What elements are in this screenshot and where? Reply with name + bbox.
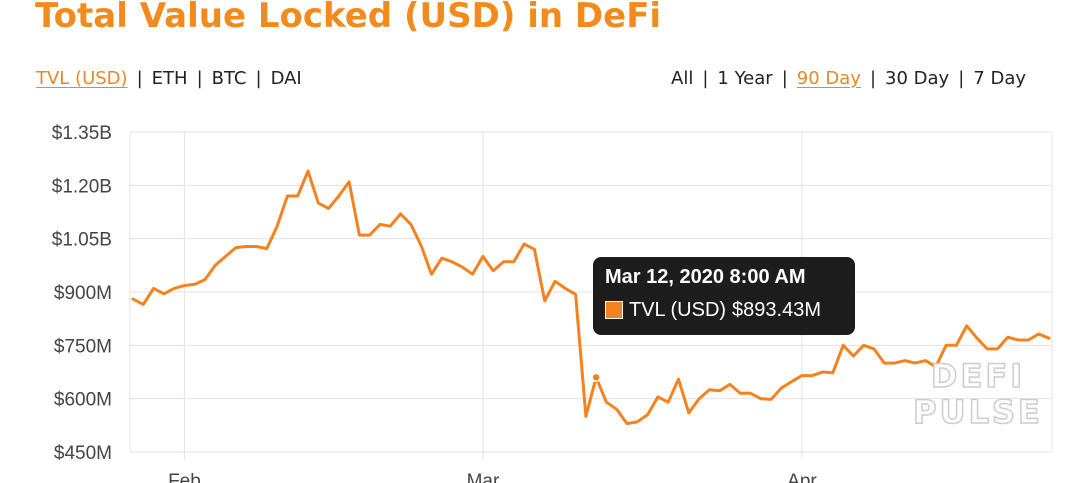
page-title: Total Value Locked (USD) in DeFi bbox=[35, 0, 662, 36]
series-line-tvl-usd bbox=[131, 169, 1051, 426]
range-7-day-link[interactable]: 7 Day bbox=[973, 68, 1026, 89]
metric-eth-link[interactable]: ETH bbox=[151, 68, 188, 89]
range-selector: All | 1 Year | 90 Day | 30 Day | 7 Day bbox=[671, 66, 1026, 92]
series-layer bbox=[131, 169, 1051, 426]
tooltip-series-label: TVL (USD) bbox=[629, 299, 727, 321]
y-tick-label: $450M bbox=[54, 443, 112, 464]
metric-dai-link[interactable]: DAI bbox=[270, 68, 302, 89]
series-swatch-icon bbox=[605, 301, 623, 319]
y-tick-label: $600M bbox=[54, 390, 112, 411]
y-tick-label: $1.20B bbox=[52, 176, 112, 197]
chart-tooltip: Mar 12, 2020 8:00 AM TVL (USD) $893.43M bbox=[593, 257, 855, 335]
separator: | bbox=[136, 68, 143, 89]
metric-tvl-usd-link[interactable]: TVL (USD) bbox=[36, 68, 128, 89]
range-30-day-link[interactable]: 30 Day bbox=[885, 68, 950, 89]
range-1-year-link[interactable]: 1 Year bbox=[717, 68, 773, 89]
y-tick-label: $1.05B bbox=[52, 230, 112, 251]
separator: | bbox=[255, 68, 262, 89]
range-all-link[interactable]: All bbox=[671, 68, 694, 89]
tooltip-value-row: TVL (USD) $893.43M bbox=[605, 298, 855, 322]
tooltip-value: $893.43M bbox=[732, 299, 822, 321]
metric-selector: TVL (USD) | ETH | BTC | DAI bbox=[36, 66, 302, 92]
separator: | bbox=[869, 68, 877, 89]
y-tick-label: $900M bbox=[54, 283, 112, 304]
y-tick-label: $750M bbox=[54, 336, 112, 357]
separator: | bbox=[958, 68, 965, 89]
x-tick-label: Mar bbox=[467, 471, 500, 483]
marker-layer bbox=[591, 372, 601, 383]
x-tick-label: Apr bbox=[787, 471, 817, 483]
watermark-line-2: PULSE bbox=[912, 393, 1043, 431]
tooltip-date: Mar 12, 2020 8:00 AM bbox=[605, 266, 806, 288]
defi-pulse-watermark: DEFI PULSE bbox=[908, 357, 1048, 431]
y-tick-label: $1.35B bbox=[52, 123, 112, 144]
separator: | bbox=[702, 68, 709, 89]
separator: | bbox=[781, 68, 788, 89]
metric-btc-link[interactable]: BTC bbox=[211, 68, 247, 89]
range-90-day-link[interactable]: 90 Day bbox=[796, 68, 861, 89]
axis-layer: $450M $600M $750M $900M $1.05B $1.20B $1.35B Fe… bbox=[52, 123, 818, 483]
x-tick-label: Feb bbox=[168, 471, 201, 483]
separator: | bbox=[196, 68, 203, 89]
hovered-point-marker bbox=[591, 372, 601, 383]
watermark-line-1: DEFI bbox=[930, 357, 1026, 395]
